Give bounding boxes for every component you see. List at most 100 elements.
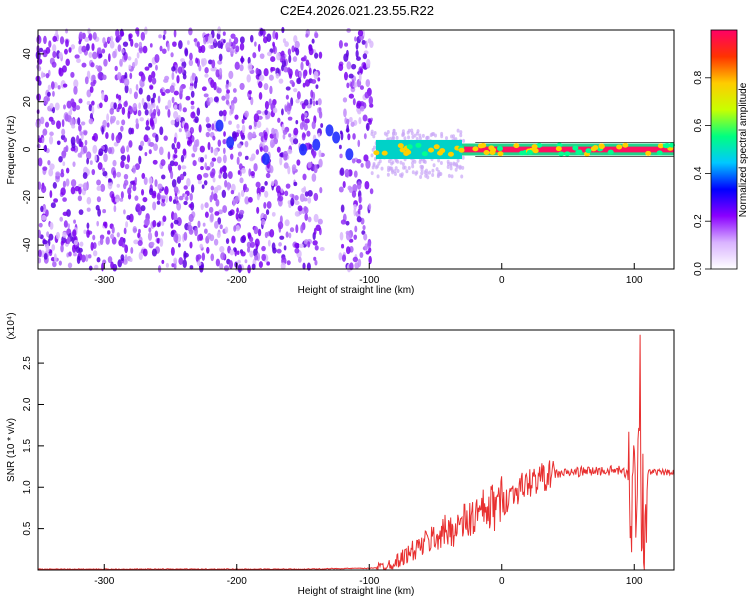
spectrogram-speckle (121, 145, 125, 153)
spectrogram-speckle (52, 90, 55, 97)
spectrogram-speckle (88, 265, 93, 271)
spectrogram-band-spot (558, 151, 565, 157)
spectrogram-speckle (283, 66, 289, 73)
spectrogram-speckle (254, 254, 259, 261)
spectrogram-speckle (163, 29, 167, 35)
spectrogram-speckle (210, 212, 214, 222)
spectrogram-speckle (148, 177, 153, 185)
spectrogram-band-spot (668, 142, 675, 148)
spectrogram-speckle (173, 29, 177, 38)
spectrogram-speckle (340, 204, 345, 213)
spectrogram-band-spot (496, 146, 503, 152)
spectrogram-speckle (65, 58, 70, 67)
spectrogram-speckle (376, 174, 380, 179)
spectrogram-speckle (138, 41, 143, 49)
spectrogram-speckle (351, 190, 357, 198)
spectrogram-speckle (461, 155, 465, 160)
spectrogram-speckle (66, 236, 71, 245)
spectrogram-speckle (188, 59, 194, 67)
spectrogram-speckle (191, 153, 196, 158)
spectrogram-speckle (459, 130, 463, 135)
spectrogram-speckle (55, 171, 61, 177)
spectrogram-band-spot (458, 147, 465, 153)
spectrogram-speckle (178, 128, 182, 133)
spectrogram-speckle (418, 133, 422, 138)
spectrogram-speckle (133, 91, 138, 100)
spectrogram-speckle (173, 257, 178, 264)
spectrogram-speckle (287, 165, 291, 175)
spectrogram-speckle (225, 92, 230, 101)
spectrogram-speckle (345, 220, 350, 226)
spectrogram-speckle (357, 29, 364, 37)
spectrogram-speckle (210, 160, 214, 167)
spectrogram-speckle (256, 206, 260, 214)
spectrogram-speckle (289, 79, 294, 85)
spectrogram-speckle (47, 91, 51, 97)
spectrogram-speckle (201, 61, 205, 67)
spectrogram-speckle (51, 61, 57, 68)
spectrogram-speckle (309, 98, 313, 105)
spectrogram-speckle (256, 192, 260, 201)
spectrogram-speckle (159, 238, 164, 247)
spectrogram-speckle (210, 45, 215, 50)
spectrogram-speckle (182, 148, 187, 156)
spectrogram-speckle (48, 233, 54, 241)
spectrogram-speckle (361, 39, 366, 45)
spectrogram-speckle (207, 232, 212, 240)
spectrogram-speckle (78, 209, 84, 216)
spectrogram-speckle (263, 68, 269, 77)
spectrogram-speckle (318, 51, 323, 59)
spectrogram-speckle (60, 244, 64, 253)
spectrogram-speckle (211, 123, 215, 131)
spectrogram-speckle (315, 84, 319, 90)
spectrogram-speckle (52, 44, 57, 52)
spectrogram-speckle (228, 120, 232, 125)
spectrogram-blob (325, 124, 334, 137)
spectrogram-speckle (67, 223, 71, 229)
spectrogram-xtick-label: 0 (499, 275, 505, 286)
spectrogram-speckle (456, 158, 460, 163)
spectrogram-speckle (144, 151, 148, 157)
spectrogram-speckle (48, 168, 54, 177)
spectrogram-speckle (255, 149, 260, 155)
spectrogram-speckle (278, 195, 284, 202)
spectrogram-speckle (227, 171, 233, 179)
spectrogram-speckle (268, 74, 274, 81)
spectrogram-speckle (107, 36, 112, 42)
spectrogram-speckle (419, 164, 423, 169)
spectrogram-speckle (111, 132, 115, 141)
spectrogram-speckle (294, 69, 299, 77)
spectrogram-speckle (159, 45, 163, 52)
spectrogram-speckle (272, 107, 278, 114)
spectrogram-speckle (239, 82, 245, 91)
spectrogram-band-spot (488, 145, 495, 151)
spectrogram-speckle (388, 136, 392, 141)
spectrogram-speckle (342, 181, 346, 189)
spectrogram-speckle (99, 102, 103, 109)
spectrogram-speckle (354, 225, 358, 233)
spectrogram-speckle (223, 147, 226, 155)
snr-ytick-label: 2.0 (22, 397, 33, 411)
spectrogram-speckle (125, 221, 129, 228)
spectrogram-speckle (233, 247, 237, 253)
spectrogram-speckle (359, 105, 365, 112)
spectrogram-speckle (87, 254, 92, 259)
spectrogram-speckle (160, 202, 166, 207)
spectrogram-speckle (291, 164, 297, 172)
spectrogram-speckle (199, 243, 204, 249)
spectrogram-speckle (192, 160, 197, 167)
spectrogram-speckle (36, 93, 41, 101)
spectrogram-band-spot (403, 151, 410, 157)
spectrogram-speckle (353, 170, 358, 178)
spectrogram-speckle (161, 174, 166, 180)
spectrogram-speckle (287, 48, 292, 56)
spectrogram-speckle (184, 48, 189, 57)
spectrogram-speckle (311, 79, 317, 84)
spectrogram-speckle (91, 135, 96, 141)
spectrogram-speckle (209, 194, 213, 203)
spectrogram-speckle (218, 53, 223, 62)
spectrogram-speckle (343, 71, 349, 81)
spectrogram-speckle (76, 135, 80, 144)
spectrogram-speckle (285, 231, 289, 238)
spectrogram-speckle (219, 224, 223, 230)
